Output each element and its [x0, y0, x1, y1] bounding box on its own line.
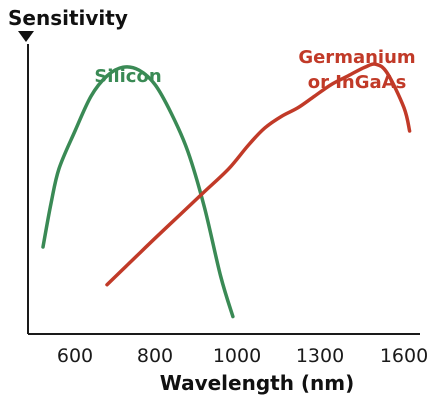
x-tick-labels: 600 800 1000 1300 1600: [57, 345, 428, 367]
x-axis-title: Wavelength (nm): [160, 371, 355, 395]
series-label-germanium-line2: or InGaAs: [308, 72, 407, 93]
x-tick-label-1300: 1300: [296, 345, 344, 367]
series-label-germanium-line1: Germanium: [298, 47, 415, 68]
x-tick-label-1000: 1000: [213, 345, 261, 367]
x-tick-label-1600: 1600: [380, 345, 428, 367]
x-tick-label-800: 800: [137, 345, 173, 367]
series-silicon-line: [41, 65, 235, 319]
y-axis-title: Sensitivity: [8, 6, 128, 30]
series-lines: [41, 62, 412, 319]
y-axis-arrow-icon: [18, 31, 34, 42]
x-tick-label-600: 600: [57, 345, 93, 367]
series-label-silicon: Silicon: [94, 66, 161, 87]
series-germanium-ingaas-line: [105, 62, 412, 287]
